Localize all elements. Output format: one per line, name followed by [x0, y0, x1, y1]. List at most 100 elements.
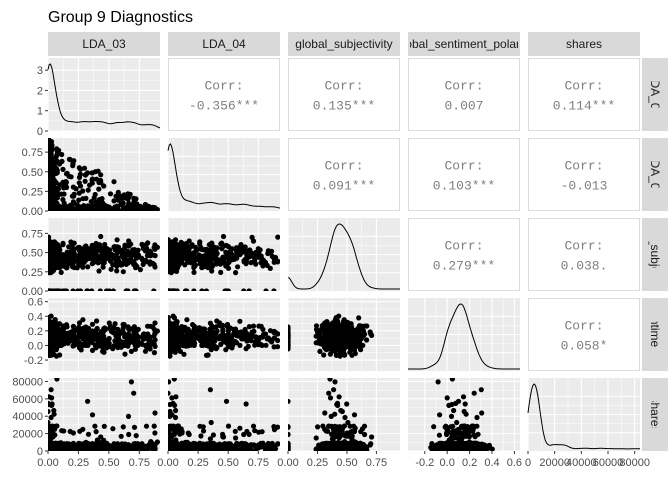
data-point [142, 201, 148, 208]
data-point [57, 261, 63, 267]
corr-panel-border [408, 218, 520, 291]
data-point [250, 323, 257, 329]
data-point [355, 340, 361, 346]
data-point [147, 346, 153, 352]
data-point [186, 247, 192, 254]
data-point [237, 342, 243, 348]
panel-r2-c2 [287, 218, 400, 291]
data-point [107, 191, 114, 197]
data-point [142, 342, 148, 348]
data-point [95, 260, 101, 266]
data-point [68, 174, 74, 180]
data-point [212, 331, 218, 337]
data-point [48, 346, 52, 352]
data-point [271, 335, 278, 341]
data-point [112, 247, 118, 253]
data-point [123, 339, 129, 345]
data-point [116, 208, 122, 211]
data-point [121, 342, 127, 348]
data-point [110, 329, 116, 336]
data-point [118, 201, 124, 207]
data-point [89, 347, 96, 353]
data-point [61, 341, 67, 347]
points-group [48, 233, 160, 291]
data-point [88, 199, 94, 205]
panel-r4-c0 [47, 378, 160, 452]
corr-value: 0.135*** [313, 99, 375, 114]
data-point [101, 437, 107, 443]
panel-r3-c3 [408, 298, 520, 371]
data-point [107, 247, 113, 253]
data-point [116, 247, 122, 253]
data-point [212, 253, 218, 259]
data-point [63, 333, 70, 339]
data-point [102, 208, 109, 211]
data-point [50, 244, 56, 251]
data-point [220, 328, 226, 334]
data-point [220, 254, 226, 260]
panel-r0-c0 [47, 58, 161, 132]
data-point [94, 325, 100, 332]
data-point [191, 269, 197, 275]
data-point [121, 195, 127, 201]
data-point [347, 349, 353, 355]
data-point [101, 326, 107, 332]
data-point [348, 342, 354, 348]
data-point [123, 257, 129, 263]
data-point [75, 245, 81, 251]
data-point [89, 321, 96, 327]
data-point [64, 249, 70, 255]
data-point [316, 340, 322, 346]
data-point [185, 258, 191, 265]
data-point [85, 170, 91, 176]
data-point [250, 253, 256, 260]
data-point [101, 342, 107, 348]
data-point [355, 325, 361, 332]
data-point [135, 204, 141, 210]
data-point [100, 264, 106, 270]
data-point [174, 268, 180, 274]
data-point [342, 321, 348, 328]
data-point [263, 288, 269, 291]
data-point [89, 340, 95, 346]
data-point [60, 240, 66, 246]
data-point [53, 180, 59, 186]
data-point [125, 343, 131, 349]
data-point [197, 325, 203, 331]
panel-r3-c2 [287, 298, 400, 371]
panel-r0-c4: Corr:0.114*** [528, 58, 640, 131]
data-point [120, 269, 126, 275]
data-point [203, 342, 209, 348]
corr-label: Corr: [564, 159, 603, 174]
data-point [263, 342, 269, 348]
data-point [54, 378, 60, 382]
data-point [85, 250, 91, 256]
corr-panel-border [528, 298, 640, 371]
data-point [223, 340, 229, 346]
strip-row-global-subjectivity: global_subjectivity [642, 218, 668, 291]
corr-panel-border [288, 138, 400, 211]
data-point [80, 317, 86, 323]
corr-value: -0.356*** [189, 99, 259, 114]
data-point [133, 433, 139, 439]
corr-panel-border [528, 58, 640, 131]
data-point [128, 379, 134, 385]
data-point [194, 247, 200, 253]
data-point [199, 288, 205, 291]
data-point [48, 387, 54, 393]
data-point [219, 246, 225, 252]
data-point [122, 242, 128, 248]
data-point [125, 332, 131, 338]
data-point [271, 328, 277, 334]
data-point [71, 329, 77, 335]
data-point [68, 239, 74, 245]
data-point [333, 344, 339, 351]
data-point [168, 333, 171, 339]
data-point [223, 335, 230, 341]
data-point [118, 433, 124, 439]
data-point [332, 348, 338, 354]
data-point [94, 203, 100, 209]
data-point [98, 233, 104, 240]
data-point [191, 288, 197, 291]
